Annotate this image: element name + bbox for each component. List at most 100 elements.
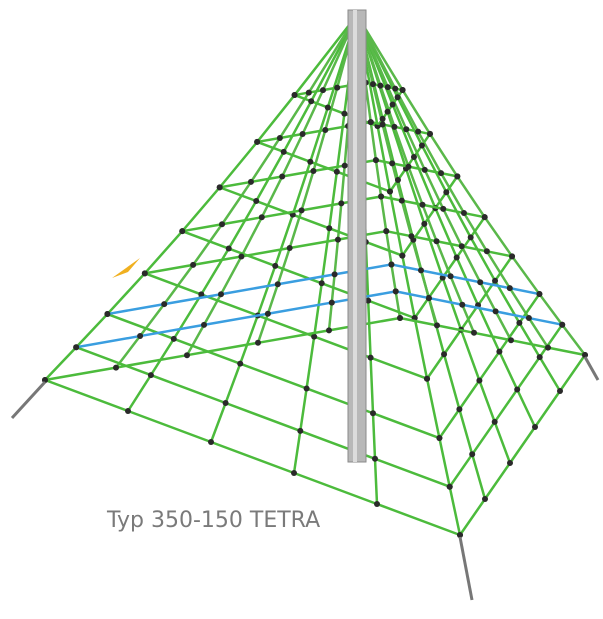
rope xyxy=(450,325,563,487)
knot xyxy=(477,279,483,285)
knot xyxy=(397,315,403,321)
knot xyxy=(507,460,513,466)
knot xyxy=(496,349,502,355)
knot xyxy=(395,94,401,100)
knot xyxy=(421,221,427,227)
knot xyxy=(509,253,515,259)
rope xyxy=(76,347,450,487)
knot xyxy=(304,385,310,391)
knot xyxy=(104,311,110,317)
knot xyxy=(514,387,520,393)
knot xyxy=(219,221,225,227)
knot xyxy=(441,351,447,357)
knot xyxy=(334,169,340,175)
rope xyxy=(439,294,539,438)
knot xyxy=(335,237,341,243)
knot xyxy=(272,263,278,269)
knot xyxy=(385,109,391,115)
rope xyxy=(211,15,357,442)
knot xyxy=(389,160,395,166)
knot xyxy=(507,285,513,291)
knot xyxy=(411,154,417,160)
knot xyxy=(329,300,335,306)
knot xyxy=(279,173,285,179)
knot xyxy=(208,439,214,445)
knot xyxy=(405,164,411,170)
knot xyxy=(403,126,409,132)
knot xyxy=(341,111,347,117)
knot xyxy=(184,352,190,358)
knot xyxy=(254,139,260,145)
knot xyxy=(545,345,551,351)
knot xyxy=(171,336,177,342)
knot xyxy=(161,301,167,307)
knot xyxy=(459,302,465,308)
knot xyxy=(370,81,376,87)
knot xyxy=(436,435,442,441)
knot xyxy=(388,261,394,267)
knot xyxy=(537,354,543,360)
knot xyxy=(378,193,384,199)
knot xyxy=(217,184,223,190)
knot xyxy=(391,124,397,130)
rope xyxy=(391,264,539,294)
knot xyxy=(373,157,379,163)
knot xyxy=(322,127,328,133)
knot xyxy=(306,90,312,96)
knot xyxy=(434,322,440,328)
knot xyxy=(448,273,454,279)
knot xyxy=(334,85,340,91)
knot xyxy=(385,84,391,90)
knot xyxy=(557,388,563,394)
knot xyxy=(532,424,538,430)
knot xyxy=(255,340,261,346)
knot xyxy=(201,322,207,328)
knot xyxy=(493,308,499,314)
knot xyxy=(326,327,332,333)
knot xyxy=(342,163,348,169)
tag xyxy=(112,258,140,278)
knot xyxy=(387,189,393,195)
rope xyxy=(128,15,357,411)
knot xyxy=(380,116,386,122)
knot xyxy=(422,167,428,173)
knot xyxy=(310,168,316,174)
caption: Typ 350-150 TETRA xyxy=(107,508,320,533)
knot xyxy=(447,484,453,490)
knot xyxy=(226,246,232,252)
knot xyxy=(297,428,303,434)
knot xyxy=(275,281,281,287)
knot xyxy=(482,214,488,220)
knot xyxy=(377,83,383,89)
knot xyxy=(508,337,514,343)
knot xyxy=(299,207,305,213)
knot xyxy=(492,278,498,284)
knot xyxy=(516,320,522,326)
anchor xyxy=(460,537,472,600)
knot xyxy=(420,202,426,208)
knot xyxy=(338,200,344,206)
knot xyxy=(392,86,398,92)
rope xyxy=(357,15,485,499)
knot xyxy=(125,408,131,414)
knot xyxy=(482,496,488,502)
page: Typ 350-150 TETRA xyxy=(0,0,603,619)
knot xyxy=(461,210,467,216)
knot xyxy=(443,189,449,195)
knot xyxy=(390,101,396,107)
rope xyxy=(357,15,585,355)
knot xyxy=(459,243,465,249)
knot xyxy=(325,104,331,110)
knot xyxy=(190,262,196,268)
knot xyxy=(277,135,283,141)
knot xyxy=(307,159,313,165)
knot xyxy=(454,173,460,179)
knot xyxy=(300,131,306,137)
knot xyxy=(113,365,119,371)
knot xyxy=(434,238,440,244)
knot xyxy=(399,253,405,259)
rope xyxy=(116,15,357,368)
knot xyxy=(374,501,380,507)
anchor xyxy=(585,357,598,380)
knot xyxy=(418,267,424,273)
